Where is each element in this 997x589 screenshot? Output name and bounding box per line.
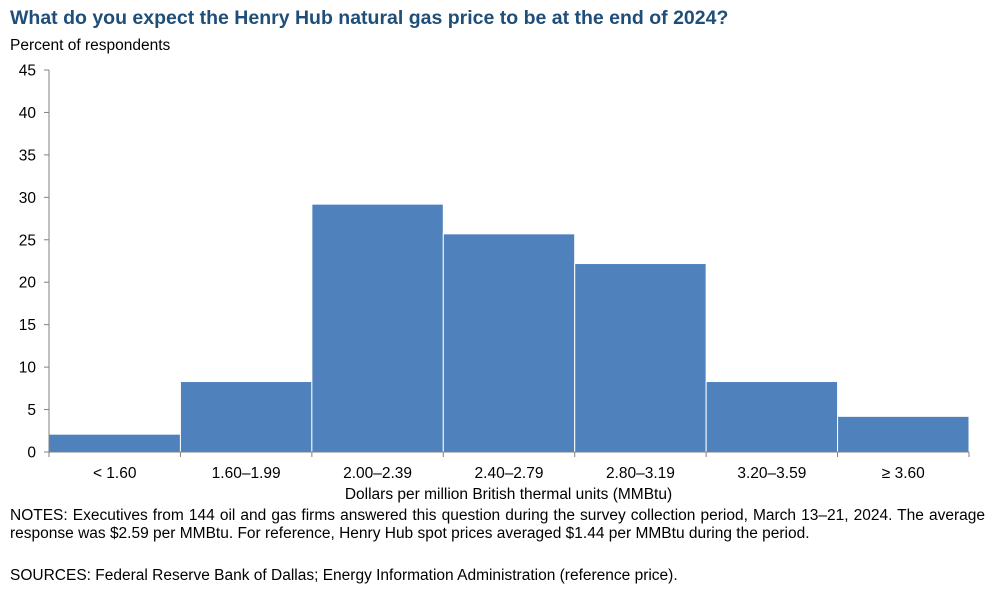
bars-group	[48, 203, 970, 453]
y-tick-label: 20	[19, 275, 37, 292]
bar-4	[442, 233, 576, 453]
bar-3	[311, 203, 444, 453]
y-tick-label: 35	[19, 147, 36, 164]
bar-1	[48, 433, 181, 453]
histogram-chart: 0 5 10 15 20 25 30 35 40 45 < 1.60 1.60–1.99 2.00–2…	[19, 63, 970, 482]
bar-7	[837, 415, 970, 453]
y-tick-label: 40	[19, 105, 37, 122]
x-tick-label: 1.60–1.99	[212, 465, 281, 482]
x-tick-labels: < 1.60 1.60–1.99 2.00–2.39 2.40–2.79 2.80–3.…	[48, 452, 970, 482]
bar-6	[705, 381, 839, 453]
y-tick-labels: 0 5 10 15 20 25 30 35 40 45	[19, 63, 49, 462]
y-tick-label: 0	[27, 445, 36, 462]
bar-5	[574, 263, 707, 453]
notes-text: NOTES: Executives from 144 oil and gas f…	[10, 507, 985, 542]
bar-2	[179, 381, 313, 453]
y-tick-label: 5	[27, 402, 36, 419]
y-axis-label: Percent of respondents	[10, 37, 171, 54]
x-tick-label: 2.80–3.19	[606, 465, 675, 482]
x-tick-label: 2.40–2.79	[475, 465, 544, 482]
axes-group	[48, 70, 969, 453]
y-tick-label: 30	[19, 190, 37, 207]
y-tick-label: 25	[19, 232, 36, 249]
x-tick-label: 2.00–2.39	[343, 465, 412, 482]
x-tick-label: 3.20–3.59	[737, 465, 806, 482]
x-axis-label: Dollars per million British thermal unit…	[344, 486, 673, 503]
chart-title: What do you expect the Henry Hub natural…	[10, 7, 729, 29]
x-tick-label: < 1.60	[93, 465, 137, 482]
y-tick-label: 10	[19, 360, 37, 377]
x-tick-label: ≥ 3.60	[882, 465, 925, 482]
sources-text: SOURCES: Federal Reserve Bank of Dallas;…	[10, 567, 678, 584]
y-tick-label: 45	[19, 63, 36, 80]
y-tick-label: 15	[19, 317, 36, 334]
